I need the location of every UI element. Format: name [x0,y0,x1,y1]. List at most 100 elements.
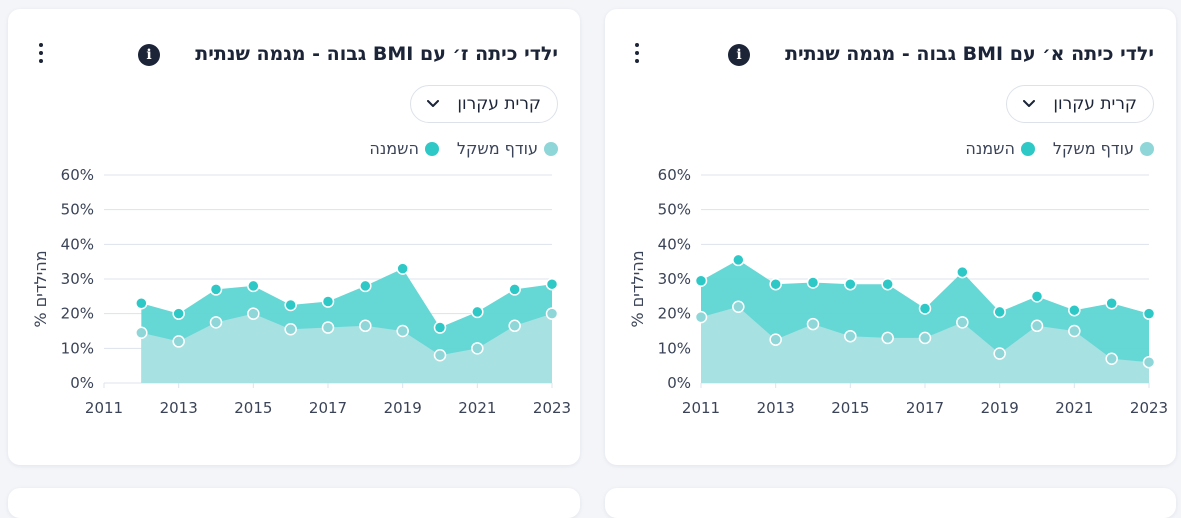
y-tick-label: 10% [61,339,94,357]
city-selector-value: קרית עקרון [457,94,541,114]
overweight-point[interactable] [471,342,484,355]
obesity-point[interactable] [881,277,894,291]
x-tick-label: 2011 [682,399,720,417]
obesity-point[interactable] [732,253,745,267]
area-chart-grade7: 0% 10% 20% 30% 40% 50% 60% 2011 2013 2015 2017 2019… [31,166,571,417]
legend-item-overweight[interactable]: עודף משקל [1053,139,1154,158]
overweight-point[interactable] [247,307,260,320]
more-options-icon[interactable] [631,41,643,65]
y-axis-label: % מהילדים [628,250,647,327]
y-axis-label: % מהילדים [31,250,50,327]
overweight-point[interactable] [1068,324,1081,338]
overweight-point[interactable] [769,333,782,346]
more-options-icon[interactable] [35,41,47,65]
overweight-point[interactable] [956,316,969,329]
obesity-point[interactable] [172,307,185,320]
chart-legend: עודף משקל השמנה [369,139,558,158]
overweight-point[interactable] [918,331,932,345]
city-selector[interactable]: קרית עקרון [1006,85,1154,123]
obesity-point[interactable] [769,277,782,291]
obesity-point[interactable] [545,277,559,291]
legend-label: השמנה [965,139,1015,158]
y-tick-label: 60% [61,166,94,184]
y-tick-label: 40% [658,235,691,253]
overweight-point[interactable] [732,300,745,313]
x-tick-label: 2017 [906,399,944,417]
legend-item-overweight[interactable]: עודף משקל [457,139,558,158]
obesity-point[interactable] [844,277,857,291]
x-tick-label: 2021 [1055,399,1093,417]
obesity-point[interactable] [956,265,969,279]
info-icon[interactable]: i [138,44,160,66]
obesity-point[interactable] [694,274,708,287]
legend-dot-overweight [544,141,558,156]
overweight-point[interactable] [284,323,297,336]
obesity-point[interactable] [471,305,484,319]
y-tick-label: 0% [70,374,94,392]
overweight-point[interactable] [1142,355,1156,369]
obesity-point[interactable] [396,262,409,275]
city-selector[interactable]: קרית עקרון [410,85,558,123]
legend-dot-obesity [424,141,439,156]
x-tick-label: 2013 [160,399,198,417]
obesity-point[interactable] [135,297,148,310]
legend-item-obesity[interactable]: השמנה [965,139,1035,158]
x-tick-label: 2015 [831,399,869,417]
overweight-point[interactable] [806,317,820,331]
legend-label: עודף משקל [1052,139,1134,158]
y-tick-label: 10% [658,339,691,357]
obesity-point[interactable] [321,295,335,308]
obesity-point[interactable] [1068,303,1081,317]
chevron-down-icon [427,100,439,108]
obesity-point[interactable] [508,283,521,296]
legend-item-obesity[interactable]: השמנה [369,139,439,158]
x-tick-label: 2015 [234,399,272,417]
y-tick-label: 60% [658,166,691,184]
y-tick-label: 20% [61,305,94,323]
obesity-point[interactable] [1030,290,1044,303]
obesity-point[interactable] [918,302,932,315]
overweight-point[interactable] [1030,319,1044,333]
area-chart-grade1: 0% 10% 20% 30% 40% 50% 60% 2011 2013 2015 2017 2019… [628,166,1168,417]
chevron-down-icon [1023,100,1035,108]
obesity-point[interactable] [247,279,260,293]
legend-dot-obesity [1020,141,1035,156]
x-tick-label: 2019 [384,399,422,417]
legend-dot-overweight [1140,141,1154,156]
overweight-point[interactable] [844,329,857,343]
overweight-point[interactable] [209,316,223,329]
y-tick-label: 30% [61,270,94,288]
obesity-point[interactable] [209,283,223,296]
chart-card-grade7: ילדי כיתה ז׳ עם BMI גבוה - מגמה שנתית i … [8,9,580,465]
overweight-point[interactable] [508,319,521,333]
overweight-point[interactable] [359,319,372,333]
overweight-point[interactable] [881,331,894,345]
obesity-point[interactable] [993,305,1006,319]
x-tick-label: 2011 [85,399,123,417]
x-tick-label: 2013 [757,399,795,417]
y-tick-label: 0% [667,374,691,392]
obesity-point[interactable] [1105,297,1118,310]
overweight-point[interactable] [433,349,447,362]
overweight-point[interactable] [993,347,1006,360]
x-tick-label: 2023 [1130,399,1168,417]
overweight-point[interactable] [694,310,708,324]
obesity-point[interactable] [433,321,447,334]
obesity-point[interactable] [1142,307,1156,320]
x-tick-label: 2023 [533,399,571,417]
y-tick-label: 40% [61,235,94,253]
obesity-point[interactable] [806,276,820,289]
overweight-point[interactable] [321,321,335,334]
overweight-point[interactable] [135,326,148,339]
obesity-point[interactable] [284,298,297,312]
info-icon[interactable]: i [728,44,750,66]
x-tick-label: 2021 [458,399,496,417]
overweight-point[interactable] [172,335,185,348]
y-tick-label: 50% [658,201,691,219]
overweight-point[interactable] [1105,352,1118,365]
overweight-point[interactable] [396,324,409,338]
y-tick-label: 30% [658,270,691,288]
overweight-point[interactable] [545,307,559,320]
city-selector-value: קרית עקרון [1053,94,1137,114]
obesity-point[interactable] [359,279,372,293]
